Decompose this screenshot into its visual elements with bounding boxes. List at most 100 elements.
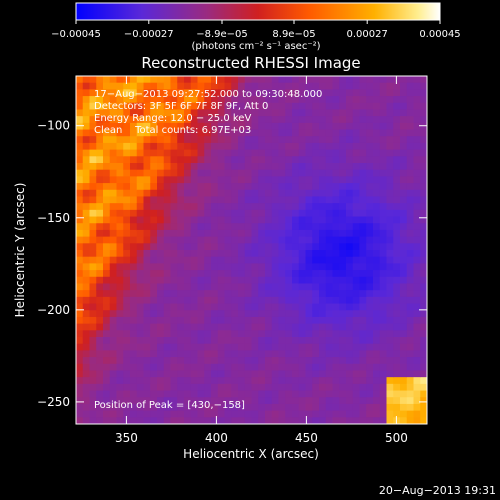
heatmap-cell	[204, 296, 212, 305]
heatmap-cell	[109, 270, 118, 278]
heatmap-cell	[82, 290, 91, 298]
heatmap-cell	[379, 89, 388, 97]
heatmap-cell	[103, 216, 111, 224]
heatmap-cell	[116, 236, 124, 244]
heatmap-cell	[211, 136, 219, 144]
heatmap-cell	[406, 377, 415, 385]
heatmap-cell	[170, 116, 178, 124]
heatmap-cell	[211, 303, 219, 311]
heatmap-cell	[400, 203, 408, 211]
heatmap-cell	[130, 263, 138, 271]
heatmap-cell	[82, 270, 91, 278]
heatmap-cell	[136, 176, 145, 184]
heatmap-cell	[109, 109, 118, 117]
heatmap-cell	[170, 223, 178, 231]
heatmap-cell	[420, 82, 427, 90]
heatmap-cell	[332, 243, 340, 251]
heatmap-cell	[217, 203, 226, 211]
heatmap-cell	[319, 323, 327, 331]
heatmap-cell	[386, 350, 394, 358]
heatmap-cell	[82, 403, 91, 412]
heatmap-cell	[265, 183, 273, 191]
heatmap-cell	[109, 183, 118, 191]
heatmap-cell	[305, 109, 313, 117]
heatmap-cell	[312, 250, 320, 258]
heatmap-cell	[211, 82, 219, 90]
heatmap-cell	[231, 149, 239, 157]
annotation-peak-position: Position of Peak = [430,−158]	[94, 400, 245, 411]
heatmap-cell	[157, 410, 165, 418]
heatmap-cell	[359, 357, 367, 365]
heatmap-cell	[400, 102, 408, 111]
heatmap-cell	[386, 417, 394, 424]
heatmap-cell	[312, 283, 320, 291]
heatmap-cell	[238, 283, 246, 291]
heatmap-cell	[170, 410, 178, 418]
heatmap-cell	[305, 96, 313, 104]
heatmap-cell	[190, 176, 199, 184]
heatmap-cell	[231, 417, 239, 424]
heatmap-cell	[413, 337, 421, 345]
heatmap-cell	[278, 156, 286, 164]
heatmap-cell	[346, 323, 354, 331]
heatmap-cell	[130, 129, 138, 137]
heatmap-cell	[346, 136, 354, 144]
heatmap-cell	[305, 89, 313, 97]
heatmap-cell	[217, 397, 226, 405]
heatmap-cell	[197, 337, 205, 345]
heatmap-cell	[325, 276, 334, 285]
heatmap-cell	[163, 303, 172, 311]
heatmap-cell	[265, 176, 273, 184]
heatmap-cell	[305, 102, 313, 111]
heatmap-cell	[130, 96, 138, 104]
heatmap-cell	[76, 116, 84, 124]
heatmap-cell	[265, 270, 273, 278]
heatmap-cell	[332, 377, 340, 385]
heatmap-cell	[184, 290, 192, 298]
heatmap-cell	[89, 76, 97, 84]
heatmap-cell	[244, 323, 253, 331]
heatmap-cell	[359, 223, 367, 231]
heatmap-cell	[305, 337, 313, 345]
heatmap-cell	[298, 209, 307, 218]
heatmap-cell	[89, 236, 97, 244]
heatmap-cell	[373, 223, 381, 231]
heatmap-cell	[143, 377, 151, 385]
heatmap-cell	[373, 196, 381, 204]
heatmap-cell	[103, 136, 111, 144]
heatmap-cell	[258, 276, 266, 285]
heatmap-cell	[109, 203, 118, 211]
heatmap-cell	[204, 397, 212, 405]
heatmap-cell	[400, 176, 408, 184]
heatmap-cell	[224, 377, 232, 385]
heatmap-cell	[271, 122, 280, 131]
heatmap-cell	[332, 403, 340, 412]
heatmap-cell	[420, 390, 427, 398]
heatmap-cell	[190, 296, 199, 305]
heatmap-cell	[325, 377, 334, 385]
heatmap-cell	[103, 142, 111, 151]
heatmap-cell	[157, 283, 165, 291]
heatmap-cell	[413, 76, 421, 84]
heatmap-cell	[177, 229, 185, 238]
heatmap-cell	[163, 397, 172, 405]
heatmap-cell	[177, 176, 185, 184]
heatmap-cell	[319, 243, 327, 251]
heatmap-cell	[184, 417, 192, 424]
heatmap-cell	[265, 283, 273, 291]
heatmap-cell	[130, 383, 138, 392]
heatmap-cell	[420, 109, 427, 117]
heatmap-cell	[177, 310, 185, 318]
heatmap-cell	[393, 316, 401, 325]
heatmap-cell	[143, 89, 151, 97]
heatmap-cell	[413, 82, 421, 90]
heatmap-cell	[231, 330, 239, 338]
heatmap-cell	[244, 250, 253, 258]
heatmap-cell	[217, 256, 226, 264]
heatmap-cell	[265, 169, 273, 177]
heatmap-cell	[366, 303, 374, 311]
colorbar	[75, 2, 441, 21]
heatmap-cell	[136, 310, 145, 318]
heatmap-cell	[211, 323, 219, 331]
heatmap-cell	[76, 383, 84, 392]
